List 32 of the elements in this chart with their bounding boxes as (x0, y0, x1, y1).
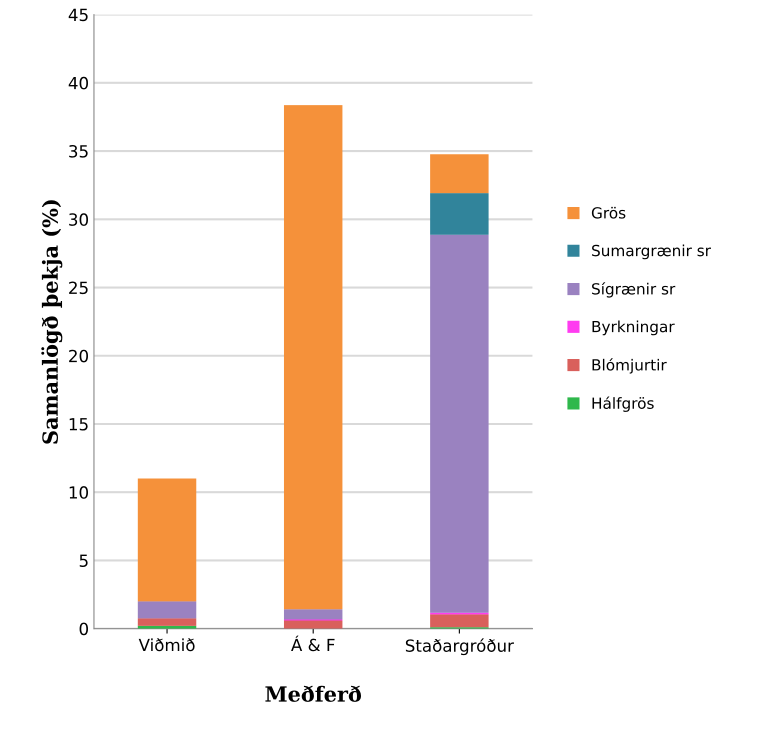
bar (138, 626, 196, 629)
y-tick-label: 15 (70, 418, 88, 431)
y-tick-label: 35 (69, 145, 88, 158)
legend-label: Sumargrænir sr (592, 244, 711, 260)
x-tick-label: Staðargróður (406, 638, 514, 656)
bar (284, 105, 342, 610)
legend-label: Sígrænir sr (592, 282, 676, 298)
y-tick-label: 25 (69, 281, 88, 294)
legend-label: Grös (592, 206, 626, 219)
y-tick-label: 45 (68, 8, 88, 22)
x-axis-title: Meðferð (265, 686, 362, 702)
y-tick-label: 5 (80, 554, 88, 567)
y-axis-title: Samanlögð þekja (%) (41, 200, 62, 444)
bar (430, 614, 489, 628)
bar (284, 609, 342, 620)
legend-label: Blómjurtir (592, 358, 667, 374)
bar (138, 478, 196, 602)
y-tick-label: 40 (68, 76, 88, 90)
x-tick-label: Á & F (291, 636, 335, 652)
bar (138, 618, 196, 626)
bar (430, 154, 489, 194)
bar (138, 601, 196, 618)
bar (284, 620, 342, 629)
y-tick-label: 30 (69, 213, 88, 226)
y-tick-label: 10 (70, 486, 88, 499)
bar (430, 193, 489, 235)
y-tick-label: 0 (80, 622, 88, 636)
y-tick-label: 20 (69, 350, 88, 362)
legend-label: Byrkningar (592, 320, 675, 336)
legend-label: Hálfgrös (592, 396, 654, 412)
x-tick-label: Viðmið (138, 638, 195, 652)
bar (430, 234, 489, 613)
